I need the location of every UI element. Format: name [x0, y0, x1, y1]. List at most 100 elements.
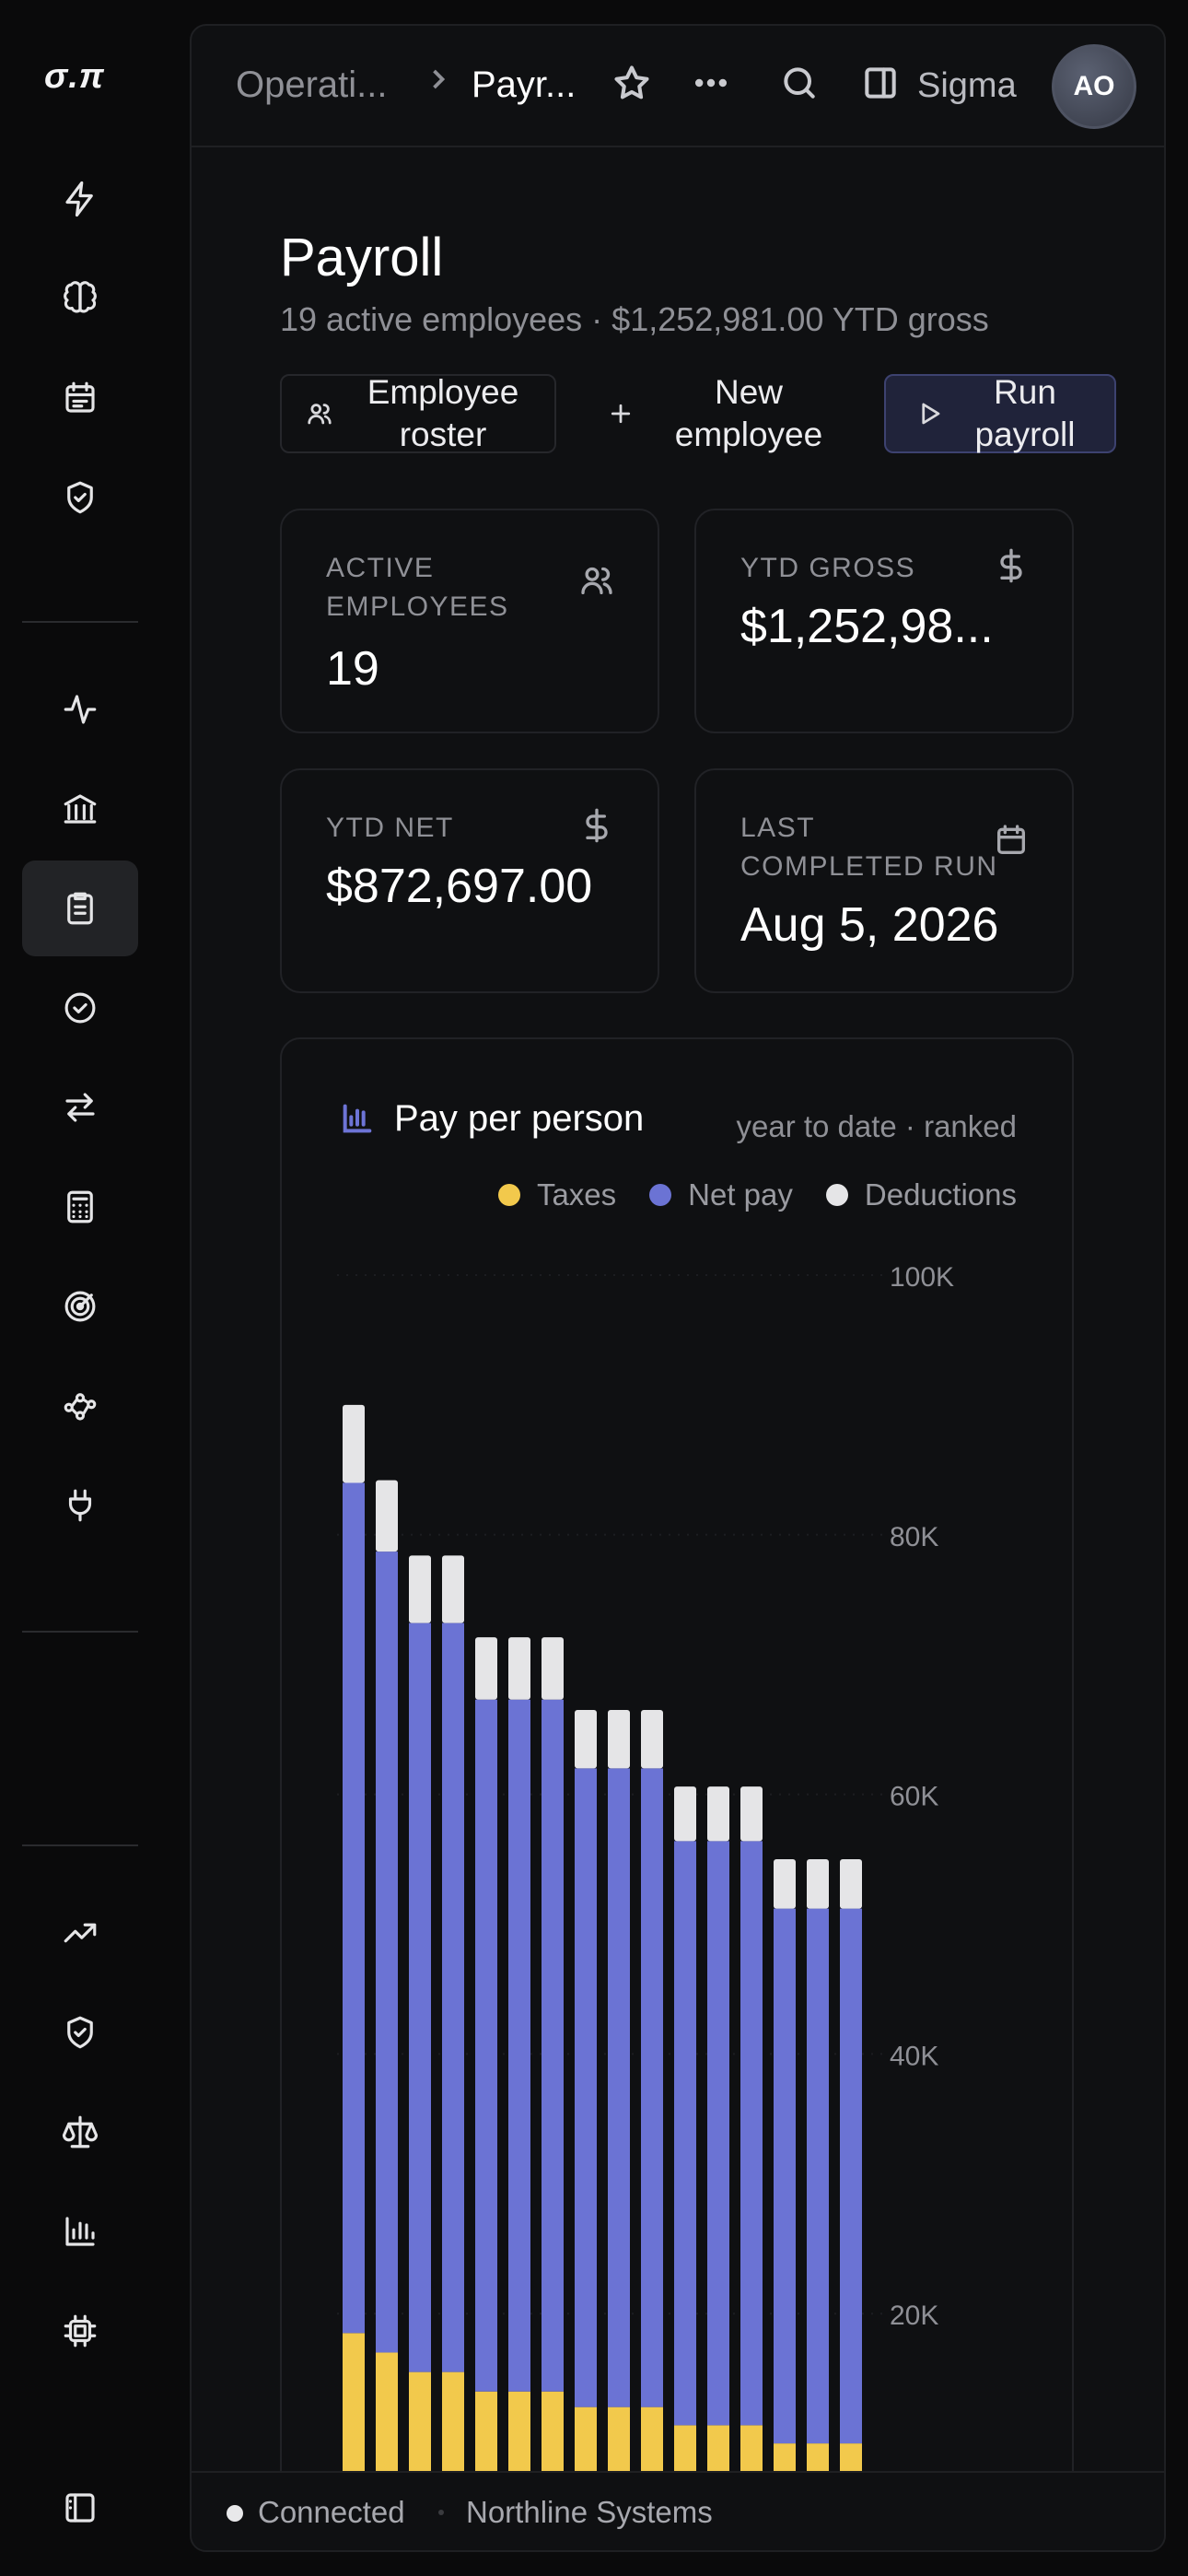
bar-segment-net-pay[interactable] — [774, 1908, 796, 2444]
calculator-icon[interactable] — [22, 1159, 138, 1255]
brain-icon[interactable] — [22, 251, 138, 346]
stat-card-ytd-net: YTD NET $872,697.00 — [280, 768, 659, 993]
legend-label: Taxes — [536, 1177, 617, 1212]
plug-icon[interactable] — [22, 1458, 138, 1553]
stat-value: Aug 5, 2026 — [740, 898, 999, 952]
page-subtitle: 19 active employees · $1,252,981.00 YTD … — [280, 300, 989, 338]
run-payroll-label: Run payroll — [974, 373, 1076, 453]
bar-segment-deductions[interactable] — [608, 1710, 630, 1769]
bar-chart-icon[interactable] — [22, 2184, 138, 2279]
bar-segment-net-pay[interactable] — [442, 1622, 464, 2372]
shield-check-icon[interactable] — [22, 450, 138, 545]
y-tick-label: 20K — [890, 2301, 938, 2331]
bolt-icon[interactable] — [22, 151, 138, 247]
y-tick-label: 60K — [890, 1782, 938, 1812]
clipboard-icon[interactable] — [22, 861, 138, 956]
new-employee-button[interactable]: New employee — [604, 373, 844, 453]
bar-segment-net-pay[interactable] — [707, 1841, 729, 2426]
bar-segment-net-pay[interactable] — [508, 1699, 530, 2392]
app-logo[interactable]: σ.π — [44, 57, 105, 96]
workflow-icon[interactable] — [22, 1358, 138, 1454]
sidebar-divider — [22, 621, 138, 623]
activity-icon[interactable] — [22, 662, 138, 757]
more-icon[interactable] — [691, 63, 735, 107]
bar-segment-deductions[interactable] — [740, 1786, 763, 1842]
bar-segment-deductions[interactable] — [343, 1404, 365, 1483]
bar-segment-deductions[interactable] — [575, 1710, 597, 1769]
employee-roster-button[interactable]: Employee roster — [280, 373, 556, 453]
status-bar: Connected Northline Systems — [192, 2471, 1164, 2550]
dollar-icon — [993, 547, 1031, 586]
sidebar-divider — [22, 1631, 138, 1633]
scale-icon[interactable] — [22, 2084, 138, 2180]
users-icon — [308, 404, 332, 425]
legend-swatch — [825, 1184, 848, 1206]
target-icon[interactable] — [22, 1259, 138, 1354]
bar-segment-deductions[interactable] — [774, 1859, 796, 1909]
play-icon — [922, 403, 940, 425]
breadcrumb-parent[interactable]: Operati... — [236, 64, 388, 105]
stat-card-last-run: LAST COMPLETED RUN Aug 5, 2026 — [694, 768, 1074, 993]
connection-status-dot — [227, 2505, 243, 2522]
shield-check-icon[interactable] — [22, 1985, 138, 2080]
bar-segment-deductions[interactable] — [807, 1859, 829, 1909]
chart-plot: 20K 40K 60K 80K 100K — [337, 1262, 954, 2550]
bar-segment-deductions[interactable] — [508, 1637, 530, 1700]
main-panel: Operati... Payr... Sigma AO Payroll 19 a… — [190, 24, 1166, 2552]
stat-value: 19 — [326, 642, 379, 696]
bar-segment-net-pay[interactable] — [376, 1551, 398, 2353]
transfer-icon[interactable] — [22, 1060, 138, 1155]
run-payroll-button[interactable]: Run payroll — [884, 373, 1116, 453]
bar-segment-net-pay[interactable] — [674, 1841, 696, 2426]
bar-segment-deductions[interactable] — [542, 1637, 564, 1700]
search-icon[interactable] — [779, 63, 823, 107]
bar-segment-deductions[interactable] — [641, 1710, 663, 1769]
bar-segment-deductions[interactable] — [475, 1637, 497, 1700]
status-separator — [438, 2510, 444, 2515]
legend-item: Deductions — [825, 1177, 1017, 1212]
bar-segment-net-pay[interactable] — [608, 1768, 630, 2407]
bar-segment-net-pay[interactable] — [740, 1841, 763, 2426]
y-tick-label: 80K — [890, 1522, 938, 1552]
workspace-label[interactable]: Sigma — [917, 66, 1017, 105]
trending-up-icon[interactable] — [22, 1885, 138, 1981]
bar-segment-net-pay[interactable] — [475, 1699, 497, 2392]
bar-segment-net-pay[interactable] — [575, 1768, 597, 2407]
connection-status: Connected — [258, 2495, 405, 2529]
bar-segment-net-pay[interactable] — [409, 1622, 431, 2372]
bank-icon[interactable] — [22, 761, 138, 857]
panel-icon[interactable] — [860, 63, 904, 107]
chart-meta: year to date · ranked — [736, 1109, 1017, 1143]
bar-segment-net-pay[interactable] — [343, 1482, 365, 2334]
chevron-right-icon — [422, 63, 459, 100]
bar-segment-net-pay[interactable] — [641, 1768, 663, 2407]
bar-segment-deductions[interactable] — [409, 1555, 431, 1623]
bar-segment-deductions[interactable] — [707, 1786, 729, 1842]
breadcrumb-current[interactable]: Payr... — [472, 64, 577, 105]
legend-label: Net pay — [688, 1177, 793, 1212]
dollar-icon — [578, 807, 617, 846]
sidebar-toggle-icon[interactable] — [22, 2460, 138, 2556]
organization-name[interactable]: Northline Systems — [466, 2495, 713, 2529]
bar-segment-deductions[interactable] — [442, 1555, 464, 1623]
bar-segment-deductions[interactable] — [840, 1859, 862, 1909]
bar-segment-deductions[interactable] — [376, 1480, 398, 1552]
bar-segment-deductions[interactable] — [674, 1786, 696, 1842]
badge-check-icon[interactable] — [22, 960, 138, 1056]
calendar-icon[interactable] — [22, 350, 138, 446]
bar-segment-net-pay[interactable] — [807, 1908, 829, 2444]
star-icon[interactable] — [611, 63, 656, 107]
chip-icon[interactable] — [22, 2283, 138, 2379]
stat-label: ACTIVE EMPLOYEES — [326, 553, 509, 622]
stat-label: YTD NET — [326, 813, 454, 843]
stat-card-ytd-gross: YTD GROSS $1,252,98... — [694, 509, 1074, 733]
bar-segment-net-pay[interactable] — [542, 1699, 564, 2392]
sidebar: σ.π — [0, 0, 184, 2576]
sidebar-divider — [22, 1844, 138, 1846]
bar-chart-icon — [339, 1100, 379, 1141]
bar-segment-net-pay[interactable] — [840, 1908, 862, 2444]
stat-label: YTD GROSS — [740, 553, 916, 583]
pay-per-person-chart: Pay per person year to date · ranked Tax… — [280, 1037, 1074, 2550]
stat-label: LAST COMPLETED RUN — [740, 813, 998, 882]
avatar[interactable]: AO — [1052, 44, 1136, 129]
